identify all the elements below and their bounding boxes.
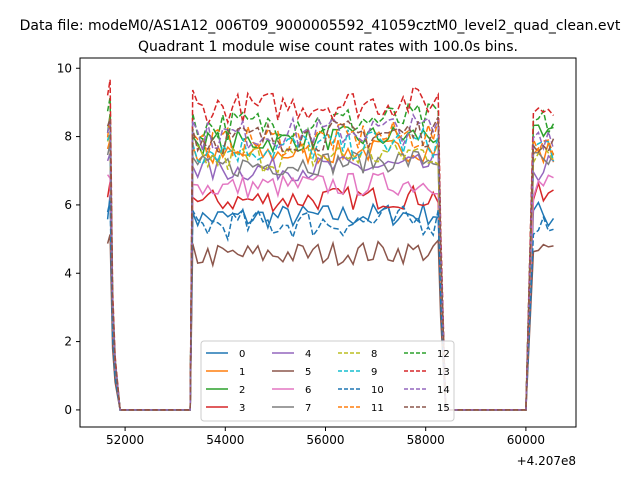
series-line-15 bbox=[106, 116, 555, 411]
y-axis: 0 2 4 6 8 10 bbox=[57, 61, 80, 417]
y-tick-label: 2 bbox=[64, 335, 72, 349]
legend-label-11: 11 bbox=[371, 403, 384, 414]
legend-label-2: 2 bbox=[239, 385, 245, 396]
legend-label-15: 15 bbox=[437, 403, 450, 414]
legend-label-0: 0 bbox=[239, 349, 245, 360]
chart-title: Quadrant 1 module wise count rates with … bbox=[138, 39, 518, 55]
chart-suptitle: Data file: modeM0/AS1A12_006T09_90000055… bbox=[20, 18, 621, 34]
y-tick-label: 8 bbox=[64, 130, 72, 144]
legend-label-14: 14 bbox=[437, 385, 450, 396]
y-tick-label: 6 bbox=[64, 198, 72, 212]
x-tick-label: 58000 bbox=[407, 433, 445, 447]
x-tick-label: 56000 bbox=[306, 433, 344, 447]
plot-frame bbox=[79, 57, 577, 428]
legend-label-7: 7 bbox=[305, 403, 311, 414]
legend-label-4: 4 bbox=[305, 349, 311, 360]
legend-label-5: 5 bbox=[305, 367, 311, 378]
x-tick-label: 60000 bbox=[507, 433, 545, 447]
x-offset-label: +4.207e8 bbox=[517, 454, 576, 468]
legend-label-13: 13 bbox=[437, 367, 450, 378]
legend-label-9: 9 bbox=[371, 367, 377, 378]
x-tick-label: 52000 bbox=[106, 433, 144, 447]
legend-label-12: 12 bbox=[437, 349, 450, 360]
legend-label-1: 1 bbox=[239, 367, 245, 378]
legend-label-6: 6 bbox=[305, 385, 311, 396]
legend-label-8: 8 bbox=[371, 349, 377, 360]
plot-lines bbox=[106, 79, 555, 411]
legend-box bbox=[200, 340, 455, 422]
x-tick-label: 54000 bbox=[206, 433, 244, 447]
legend-label-10: 10 bbox=[371, 385, 384, 396]
y-tick-label: 4 bbox=[64, 266, 72, 280]
y-tick-label: 0 bbox=[64, 403, 72, 417]
y-tick-label: 10 bbox=[57, 61, 72, 75]
legend-label-3: 3 bbox=[239, 403, 245, 414]
x-axis: 52000 54000 56000 58000 60000 bbox=[106, 427, 545, 447]
